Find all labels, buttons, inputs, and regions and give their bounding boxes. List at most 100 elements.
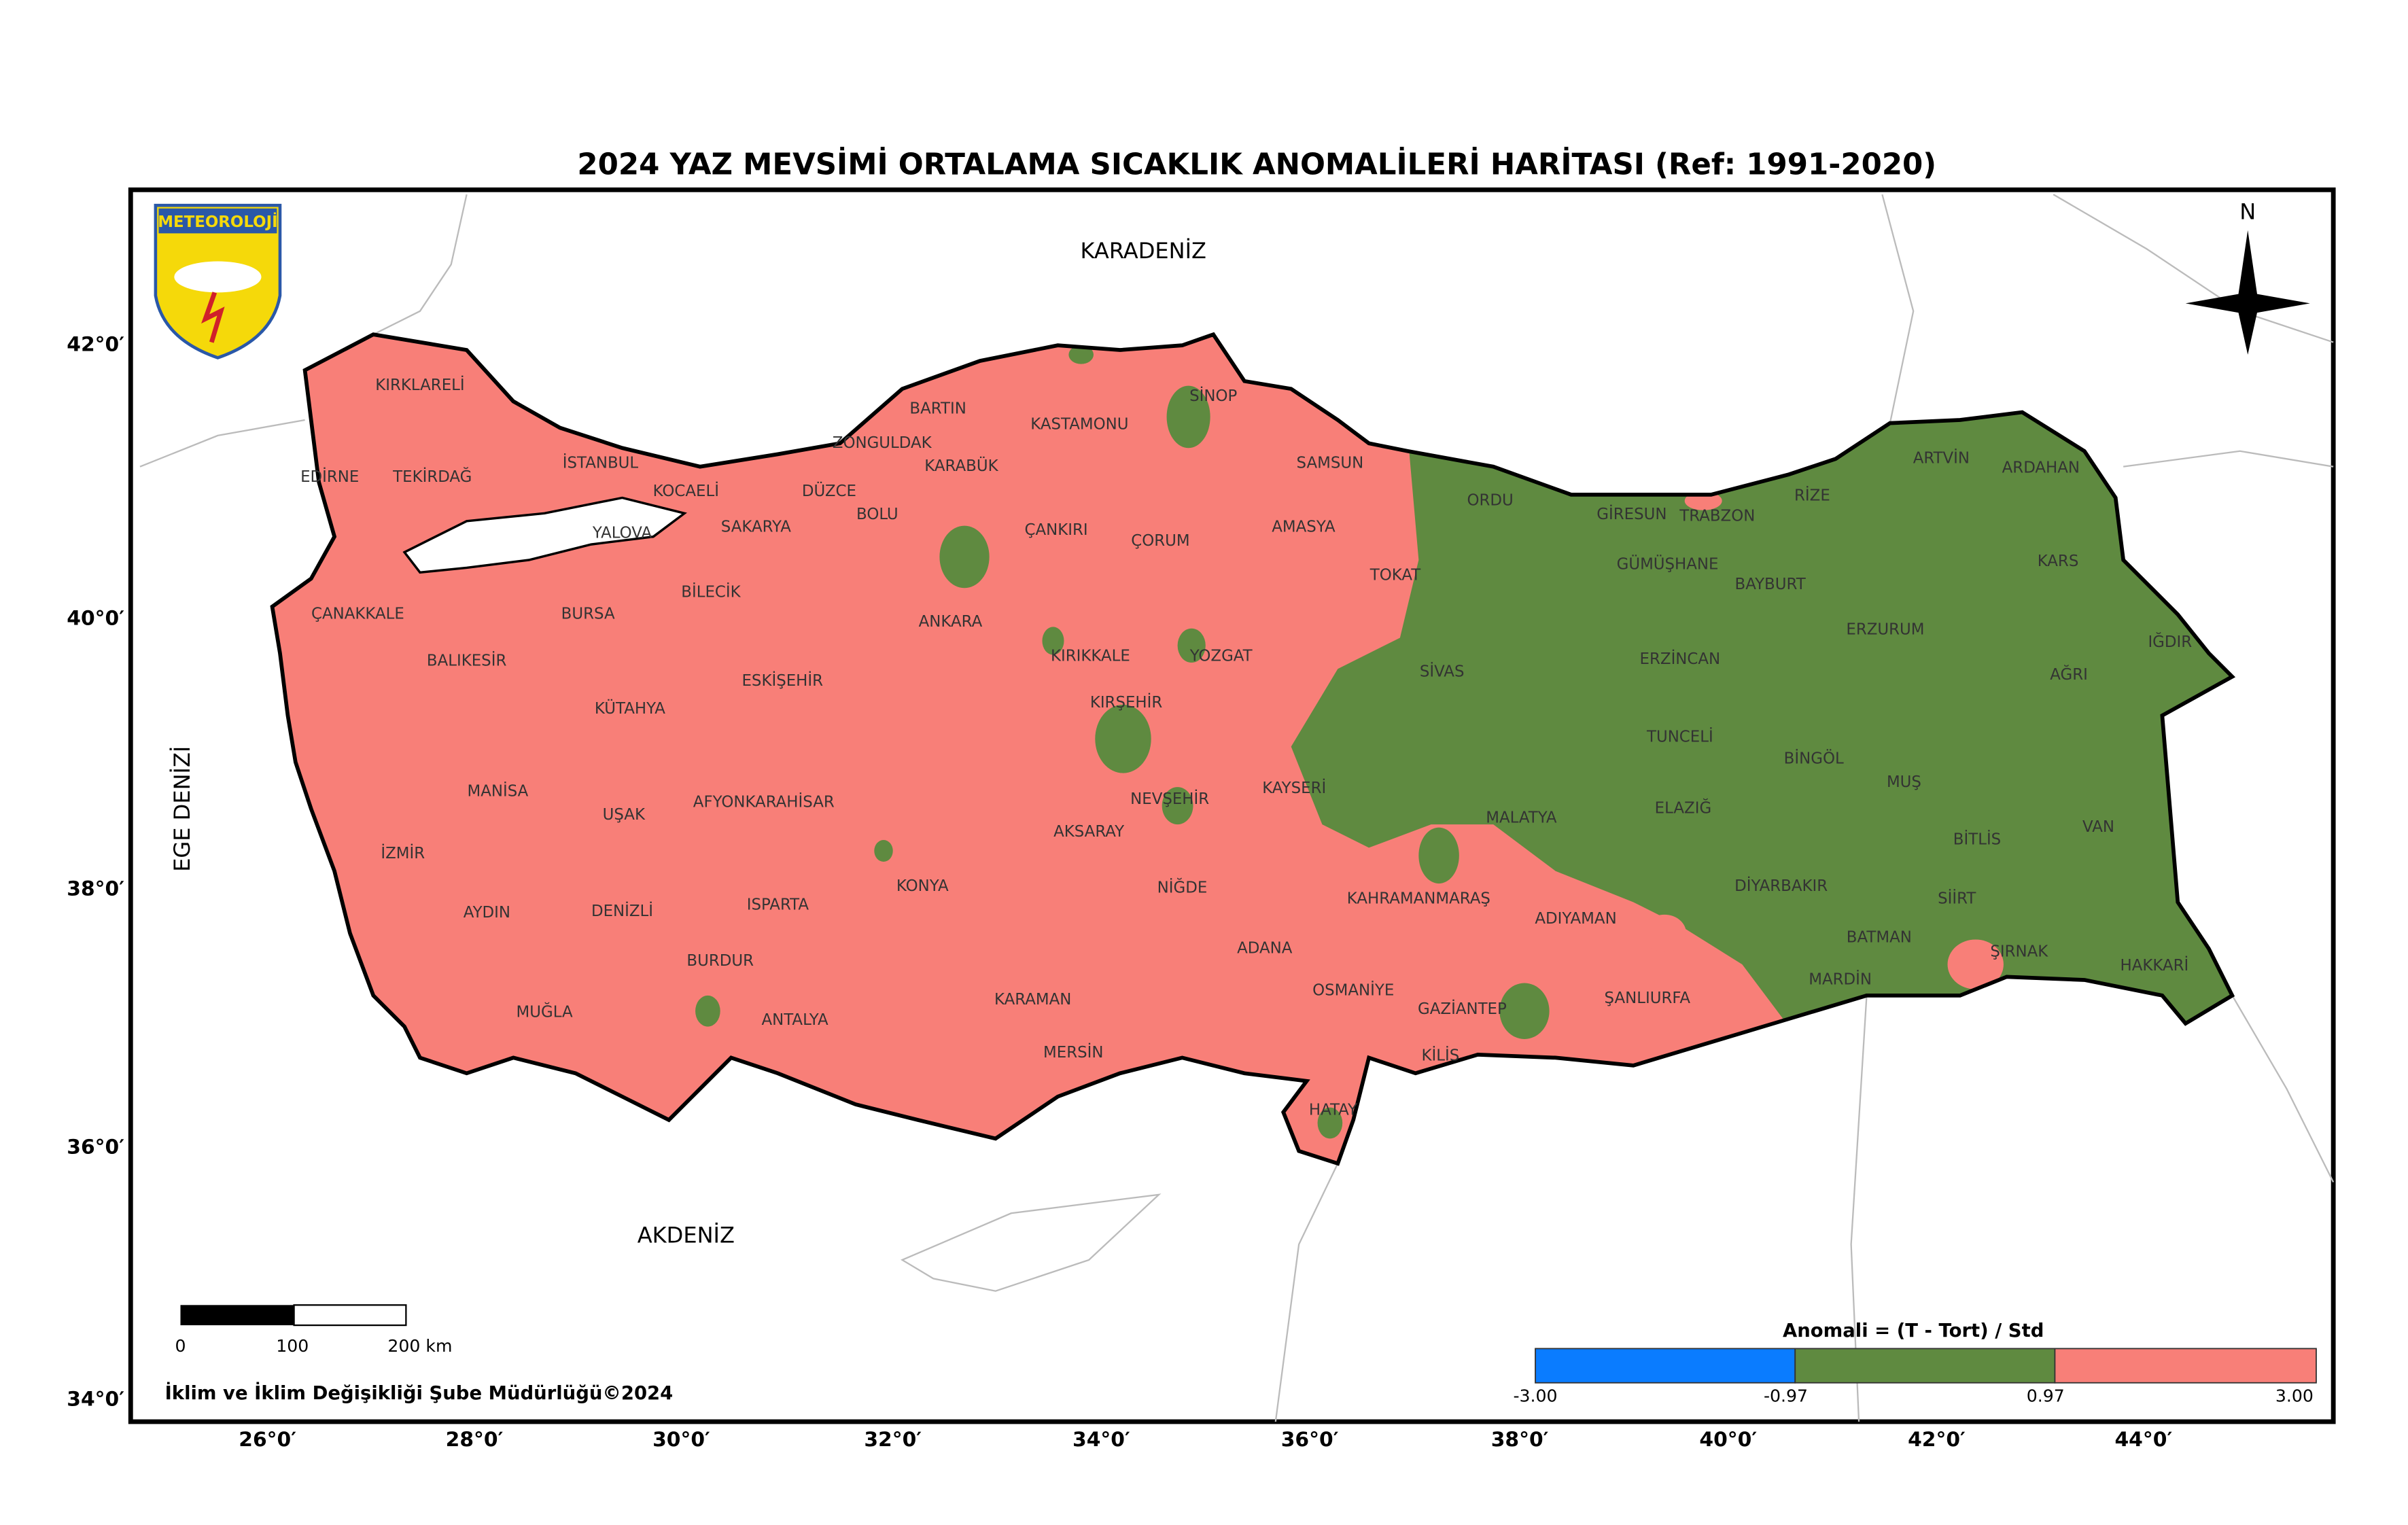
lon-label: 34°0′ <box>1072 1428 1130 1452</box>
province-label: NİĞDE <box>1157 877 1208 896</box>
province-label: KARAMAN <box>994 991 1071 1009</box>
province-label: SAMSUN <box>1297 455 1364 472</box>
province-label: NEVŞEHİR <box>1130 789 1209 808</box>
province-label: ANTALYA <box>761 1011 828 1029</box>
province-label: AĞRI <box>2050 665 2088 684</box>
province-label: BURDUR <box>686 952 754 970</box>
province-label: TUNCELİ <box>1646 726 1713 746</box>
province-label: EDİRNE <box>300 467 359 486</box>
province-label: ÇORUM <box>1131 532 1189 550</box>
province-label: UŞAK <box>603 806 646 824</box>
province-label: İSTANBUL <box>563 453 639 472</box>
province-label: DİYARBAKIR <box>1734 876 1828 895</box>
province-label: BOLU <box>856 506 898 523</box>
anomaly-fill <box>272 334 2233 1164</box>
lon-label: 30°0′ <box>652 1428 710 1452</box>
province-label: ESKİŞEHİR <box>741 671 823 690</box>
province-label: MUŞ <box>1887 773 1921 791</box>
province-label: GAZİANTEP <box>1418 999 1507 1018</box>
province-label: KIRKLARELİ <box>375 375 464 394</box>
legend-label: 0.97 <box>2027 1386 2065 1405</box>
province-label: ÇANKIRI <box>1025 521 1088 539</box>
province-label: SİVAS <box>1420 661 1465 680</box>
province-label: ANKARA <box>919 613 983 631</box>
scale-label: 200 km <box>387 1336 452 1356</box>
province-label: MERSİN <box>1043 1042 1103 1062</box>
province-label: ÇANAKKALE <box>311 606 404 623</box>
legend-label: -0.97 <box>1764 1386 1808 1405</box>
sea-label: EGE DENİZİ <box>169 746 195 872</box>
province-label: İZMİR <box>381 843 425 862</box>
province-label: ADANA <box>1237 940 1293 958</box>
province-label: TRABZON <box>1679 507 1755 525</box>
province-label: ŞIRNAK <box>1990 943 2048 960</box>
province-label: AMASYA <box>1272 518 1336 536</box>
province-label: GİRESUN <box>1596 504 1667 523</box>
sea-label: KARADENİZ <box>1080 238 1206 264</box>
province-label: HAKKARİ <box>2121 956 2189 975</box>
province-label: TOKAT <box>1369 566 1421 584</box>
province-label: ZONGULDAK <box>833 434 932 452</box>
legend-bar <box>1535 1348 2317 1384</box>
lat-label: 36°0′ <box>67 1136 124 1159</box>
province-label: ERZİNCAN <box>1640 649 1721 668</box>
province-label: ARTVİN <box>1913 449 1970 468</box>
province-label: ELAZIĞ <box>1655 799 1712 818</box>
lon-label: 44°0′ <box>2114 1428 2172 1452</box>
scale-label: 100 <box>276 1336 309 1356</box>
lon-label: 28°0′ <box>446 1428 504 1452</box>
province-label: MANİSA <box>467 782 528 801</box>
province-label: AKSARAY <box>1053 823 1125 841</box>
province-label: SAKARYA <box>721 518 791 536</box>
lat-label: 34°0′ <box>67 1387 124 1411</box>
legend-label: -3.00 <box>1513 1386 1557 1405</box>
province-label: KAYSERİ <box>1262 778 1326 797</box>
province-label: GÜMÜŞHANE <box>1617 554 1719 573</box>
marmara-sea <box>402 496 687 574</box>
province-label: MUĞLA <box>517 1002 573 1021</box>
province-label: BATMAN <box>1847 929 1912 947</box>
province-label: KARS <box>2038 553 2079 570</box>
province-label: DÜZCE <box>802 481 856 500</box>
province-label: KIRŞEHİR <box>1090 693 1163 712</box>
credit: İklim ve İklim Değişikliği Şube Müdürlüğ… <box>165 1381 674 1404</box>
lat-label: 42°0′ <box>67 333 124 357</box>
province-label: BARTIN <box>909 400 966 417</box>
map-title: 2024 YAZ MEVSİMİ ORTALAMA SICAKLIK ANOMA… <box>577 147 1936 181</box>
legend-title: Anomali = (T - Tort) / Std <box>1783 1320 2044 1342</box>
province-label: ŞANLIURFA <box>1605 989 1691 1007</box>
province-label: KONYA <box>896 877 949 895</box>
province-label: KASTAMONU <box>1030 415 1128 433</box>
province-label: BALIKESİR <box>427 650 507 669</box>
province-label: BAYBURT <box>1735 576 1807 593</box>
province-label: BURSA <box>561 606 615 623</box>
province-label: KİLİS <box>1422 1046 1460 1065</box>
province-label: MALATYA <box>1486 809 1557 826</box>
province-label: KARABÜK <box>924 456 998 475</box>
province-label: IĞDIR <box>2148 632 2192 651</box>
province-label: BİTLİS <box>1953 829 2001 848</box>
province-label: YOZGAT <box>1189 647 1253 665</box>
province-label: VAN <box>2082 818 2114 836</box>
province-label: ISPARTA <box>747 896 809 914</box>
province-label: ARDAHAN <box>2002 459 2080 476</box>
province-label: AFYONKARAHİSAR <box>693 792 835 811</box>
province-label: KIRIKKALE <box>1051 647 1130 665</box>
province-label: OSMANİYE <box>1312 980 1394 999</box>
province-label: MARDİN <box>1809 969 1872 988</box>
lon-label: 42°0′ <box>1908 1428 1966 1452</box>
lon-label: 26°0′ <box>239 1428 296 1452</box>
scale-bar <box>180 1304 407 1327</box>
lon-label: 36°0′ <box>1281 1428 1339 1452</box>
province-label: KÜTAHYA <box>595 699 665 718</box>
province-label: SİNOP <box>1189 386 1237 405</box>
lat-label: 40°0′ <box>67 606 124 630</box>
logo: METEOROLOJİ <box>154 203 282 360</box>
province-label: BİLECİK <box>681 582 741 601</box>
lon-label: 40°0′ <box>1699 1428 1757 1452</box>
legend-label: 3.00 <box>2275 1386 2314 1405</box>
province-label: RİZE <box>1794 486 1830 505</box>
north-label: N <box>2239 199 2256 225</box>
lon-label: 32°0′ <box>864 1428 922 1452</box>
